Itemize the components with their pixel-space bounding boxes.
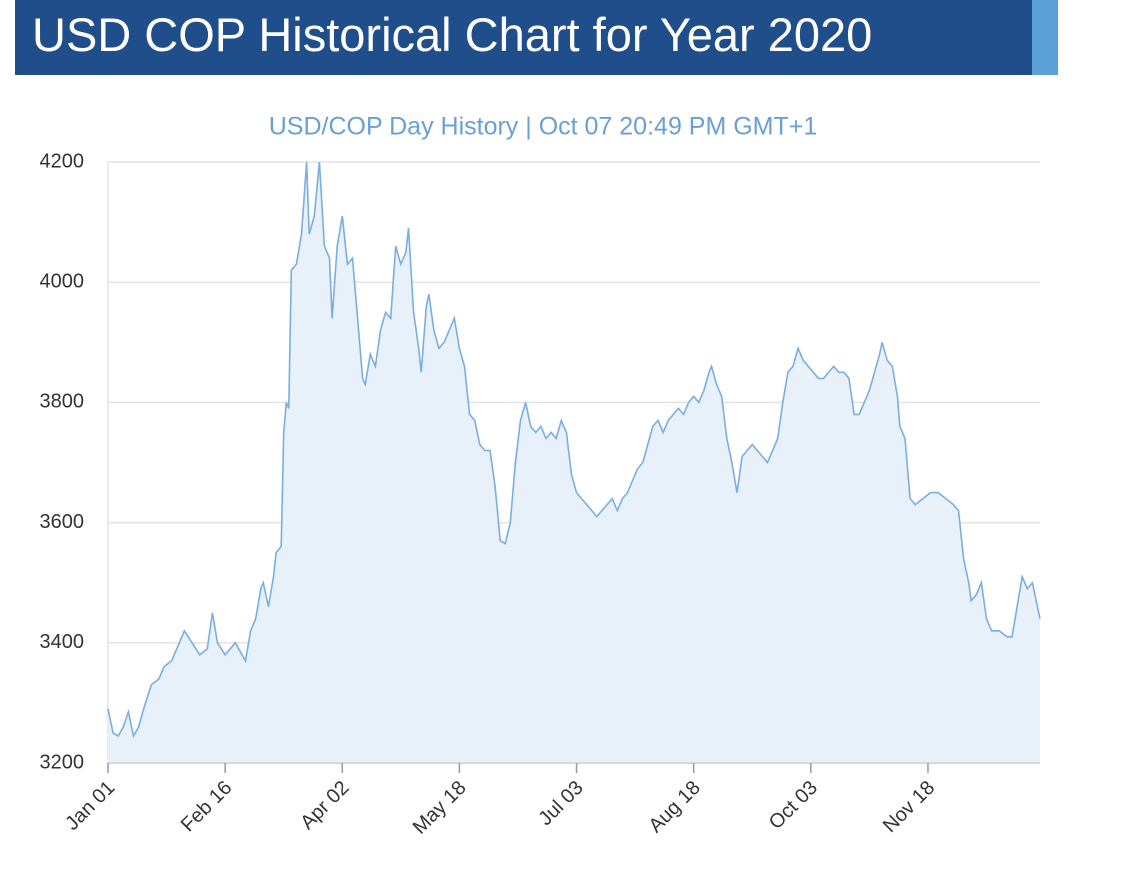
- y-tick-label: 3400: [40, 631, 85, 653]
- chart-title: USD/COP Day History | Oct 07 20:49 PM GM…: [269, 113, 818, 141]
- header-accent: [1032, 0, 1058, 75]
- price-line: [107, 161, 1041, 739]
- x-tick-label: Nov 18: [879, 777, 939, 837]
- x-tick-label: May 18: [409, 777, 471, 839]
- y-tick-label: 3800: [40, 391, 85, 413]
- x-tick-label: Feb 16: [177, 777, 237, 837]
- area-fill: [108, 162, 1040, 763]
- y-tick-label: 3200: [40, 751, 85, 773]
- page-title: USD COP Historical Chart for Year 2020: [32, 8, 873, 61]
- x-tick-label: Aug 18: [645, 777, 705, 837]
- x-tick-label: Jul 03: [535, 777, 588, 830]
- y-tick-label: 4200: [40, 150, 85, 172]
- y-tick-label: 3600: [40, 511, 85, 533]
- x-tick-label: Apr 02: [296, 777, 353, 834]
- x-tick-label: Jan 01: [61, 777, 119, 835]
- header-bar: USD COP Historical Chart for Year 2020: [15, 0, 1032, 75]
- y-tick-label: 4000: [40, 270, 85, 292]
- x-tick-label: Oct 03: [765, 777, 822, 834]
